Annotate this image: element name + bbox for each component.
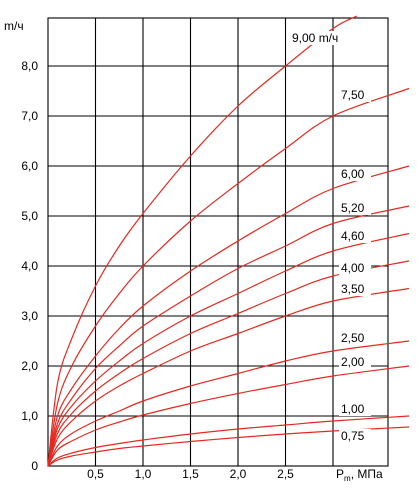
series-line: [47, 287, 410, 467]
x-axis-label-main: P: [336, 467, 344, 481]
series-label-background: [339, 282, 371, 296]
series-line: [47, 205, 410, 467]
series-label: 2,00: [341, 355, 365, 369]
series-label: 6,00: [341, 167, 365, 181]
series-label: 5,20: [341, 201, 365, 215]
x-tick-label: 1,0: [135, 467, 152, 481]
series-label-background: [290, 31, 350, 45]
y-tick-label: 0: [31, 459, 38, 473]
x-tick-label: 2,5: [277, 467, 294, 481]
y-tick-label: 4,0: [21, 259, 38, 273]
x-tick-label: 0,5: [87, 467, 104, 481]
series-label-background: [339, 429, 371, 443]
series-label: 7,50: [341, 88, 365, 102]
grid-layer: [47, 17, 389, 467]
series-line: [47, 426, 410, 467]
series-label: 9,00 m/ч: [292, 31, 338, 45]
series-label-background: [339, 261, 371, 275]
y-tick-label: 3,0: [21, 309, 38, 323]
series-label-background: [339, 402, 371, 416]
series-line: [47, 87, 410, 467]
curve-layer: 9,00 m/ч 7,50 6,00 5,20 4,60 4,00 3,50 2,50 2,00…: [47, 15, 410, 467]
label-layer: m/ч Pm, МПа: [4, 19, 383, 483]
series-label: 3,50: [341, 282, 365, 296]
series-line: [47, 340, 410, 467]
x-axis-label: Pm, МПа: [336, 467, 383, 483]
y-tick-label: 7,0: [21, 109, 38, 123]
plot-frame: [47, 17, 389, 467]
series-line: [47, 415, 410, 467]
series-line: [47, 260, 410, 467]
y-tick-label: 8,0: [21, 59, 38, 73]
series-label-background: [339, 167, 371, 181]
series-line: [47, 232, 410, 467]
series-label: 0,75: [341, 429, 365, 443]
series-label: 2,50: [341, 331, 365, 345]
x-tick-label: 2,0: [230, 467, 247, 481]
series-line: [47, 365, 410, 467]
series-label: 4,60: [341, 229, 365, 243]
series-label-background: [339, 355, 371, 369]
series-label-background: [339, 331, 371, 345]
tick-layer: 0,5 1,0 1,5 2,0 2,5 0 1,0 2,0 3,0 4,0 5,0 6,0 7,0 8,0: [21, 59, 294, 481]
series-line: [47, 165, 410, 467]
series-label-background: [339, 201, 371, 215]
series-label-background: [339, 88, 371, 102]
series-label: 1,00: [341, 402, 365, 416]
x-axis-label-unit: , МПа: [351, 467, 383, 481]
x-tick-label: 1,5: [182, 467, 199, 481]
y-tick-label: 5,0: [21, 209, 38, 223]
series-label-background: [339, 229, 371, 243]
series-line: [47, 15, 358, 467]
y-axis-label: m/ч: [4, 19, 24, 33]
series-label: 4,00: [341, 261, 365, 275]
y-tick-label: 2,0: [21, 359, 38, 373]
x-axis-label-sub: m: [344, 474, 351, 483]
y-tick-label: 6,0: [21, 159, 38, 173]
y-tick-label: 1,0: [21, 409, 38, 423]
